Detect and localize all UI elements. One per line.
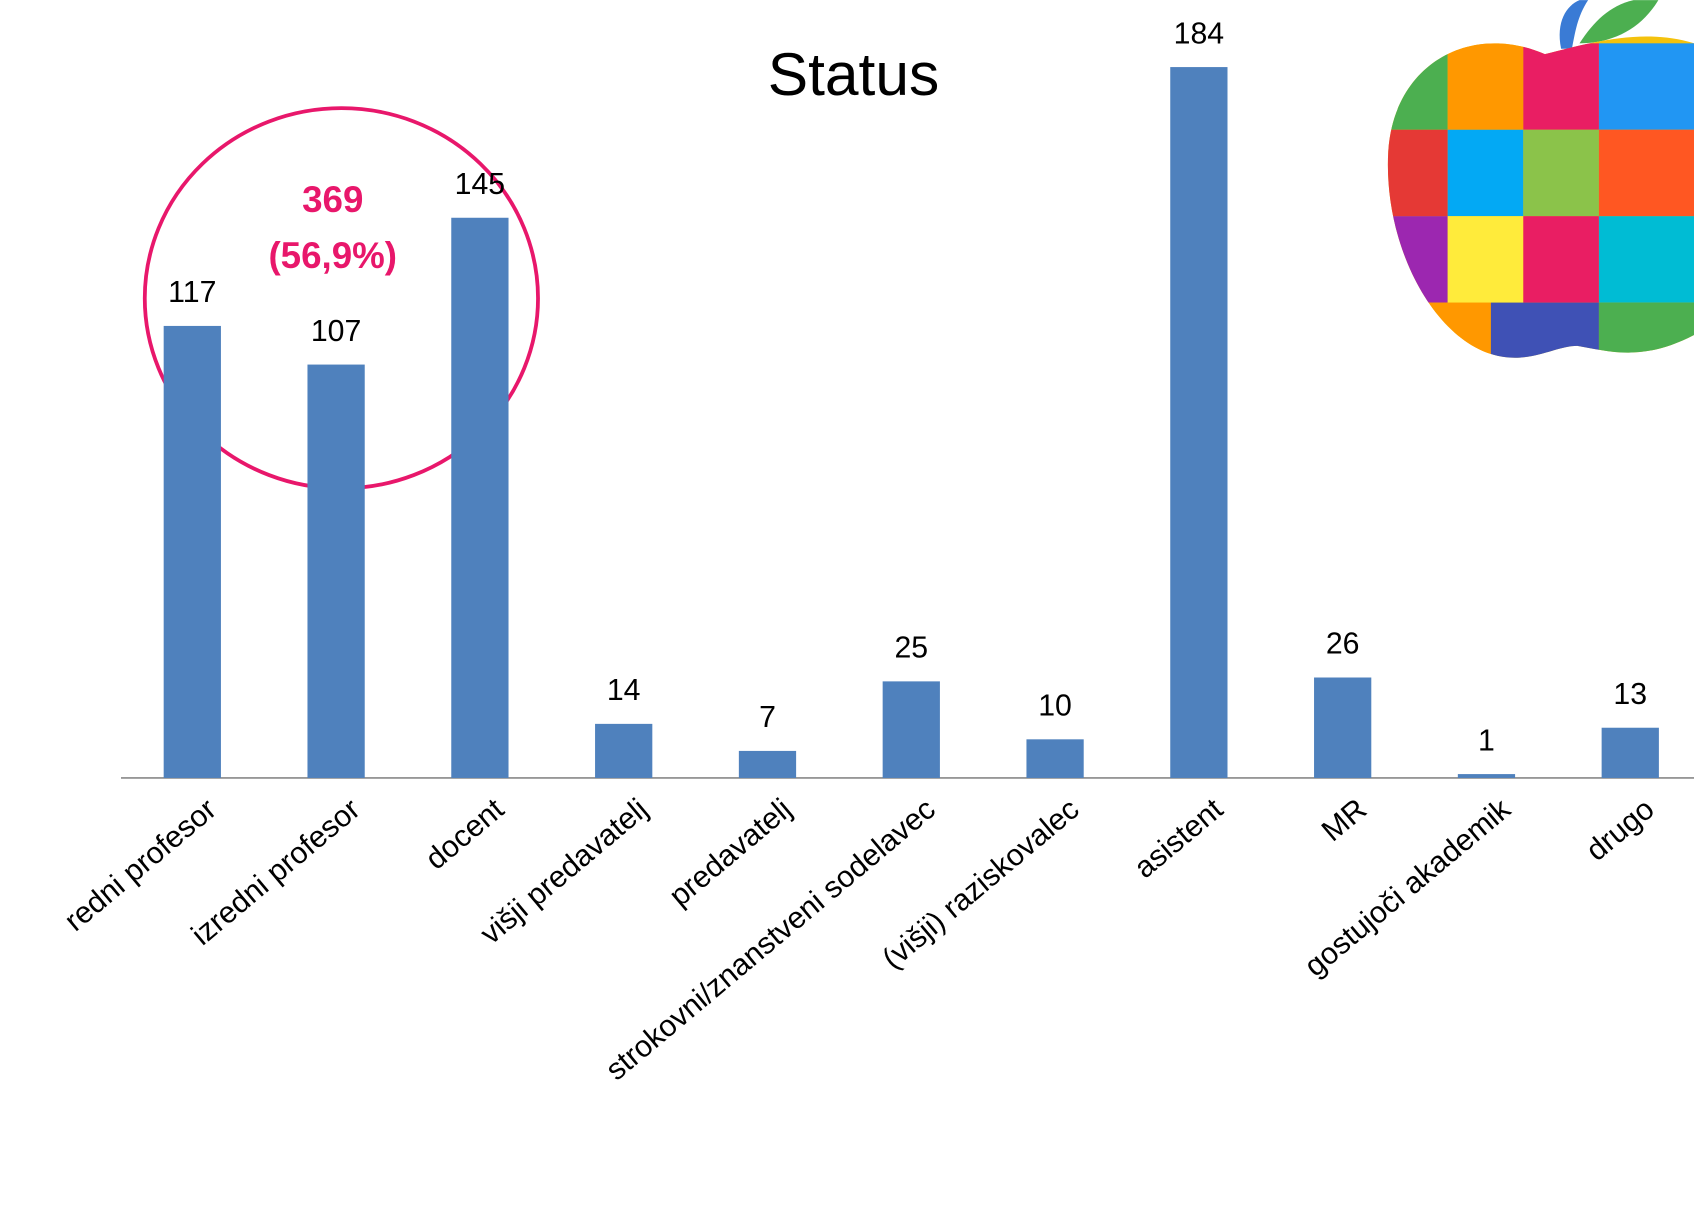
x-tick-label: MR (1316, 793, 1373, 849)
annotation: 369 (302, 179, 363, 220)
data-label: 1 (1478, 724, 1495, 757)
bar (1026, 739, 1084, 778)
x-tick-label: asistent (1128, 792, 1230, 885)
x-tick-label: predavatelj (663, 793, 798, 913)
bar (163, 325, 221, 778)
data-label: 107 (311, 315, 361, 348)
data-label: 25 (894, 632, 928, 665)
annotation: (56,9%) (268, 235, 397, 276)
data-label: 10 (1038, 690, 1072, 723)
bar (451, 217, 509, 778)
bar (595, 723, 653, 778)
data-label: 7 (759, 701, 776, 734)
bar (882, 681, 940, 778)
data-label: 117 (168, 276, 216, 309)
data-label: 13 (1613, 678, 1647, 711)
bar (1314, 677, 1372, 778)
data-label: 145 (455, 168, 505, 201)
bar (738, 750, 797, 778)
chart-title: Status (768, 40, 940, 108)
apple-logo (1387, 0, 1694, 358)
bar (1601, 727, 1659, 778)
data-label: 26 (1326, 628, 1360, 661)
bar (1457, 774, 1516, 778)
bar (1170, 67, 1228, 778)
data-label: 14 (607, 674, 641, 707)
x-tick-label: docent (420, 792, 511, 876)
x-tick-label: drugo (1580, 793, 1660, 868)
bar (307, 364, 365, 778)
data-label: 184 (1174, 17, 1224, 50)
